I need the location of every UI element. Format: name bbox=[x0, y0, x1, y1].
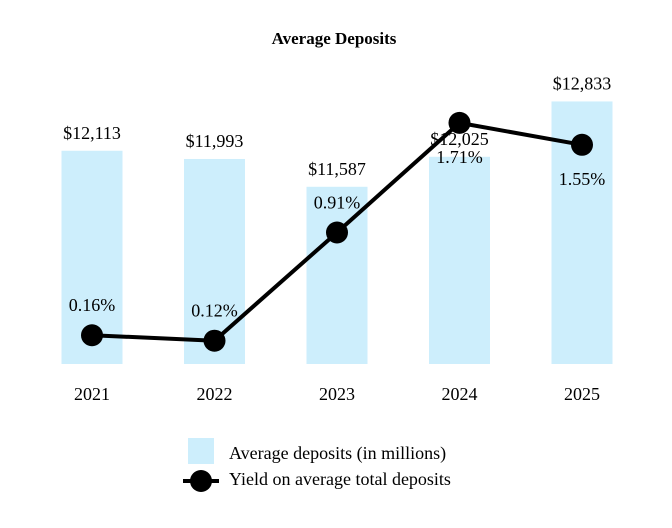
x-tick-2022: 2022 bbox=[197, 384, 233, 404]
yield-point-2022 bbox=[203, 329, 226, 352]
bar-value-label-2025: $12,833 bbox=[553, 73, 612, 93]
x-tick-2024: 2024 bbox=[442, 384, 478, 404]
x-tick-2021: 2021 bbox=[74, 384, 110, 404]
x-tick-2023: 2023 bbox=[319, 384, 355, 404]
bar-value-label-2021: $12,113 bbox=[63, 123, 121, 143]
bar-2024 bbox=[429, 156, 490, 364]
yield-point-2021 bbox=[81, 324, 103, 347]
legend-line-label: Yield on average total deposits bbox=[229, 469, 451, 489]
bar-value-label-2023: $11,587 bbox=[308, 159, 366, 179]
yield-label-2021: 0.16% bbox=[69, 295, 116, 315]
yield-point-2025 bbox=[571, 133, 593, 156]
chart-title: Average Deposits bbox=[272, 29, 397, 48]
yield-point-2023 bbox=[326, 221, 348, 244]
legend: Average deposits (in millions) Yield on … bbox=[183, 438, 451, 492]
x-tick-2025: 2025 bbox=[564, 384, 600, 404]
yield-label-2025: 1.55% bbox=[559, 169, 606, 189]
yield-line-layer bbox=[81, 111, 593, 352]
yield-label-2022: 0.12% bbox=[191, 301, 238, 321]
yield-point-2024 bbox=[448, 111, 471, 134]
labels-layer: $12,113 $11,993 $11,587 $12,025 $12,833 0.16%… bbox=[63, 73, 611, 320]
bar-value-label-2022: $11,993 bbox=[186, 131, 244, 151]
x-axis-ticks: 2021 2022 2023 2024 2025 bbox=[74, 384, 600, 404]
bars-layer bbox=[61, 101, 613, 364]
legend-bar-label: Average deposits (in millions) bbox=[229, 443, 446, 464]
legend-bar-swatch bbox=[188, 438, 214, 464]
bar-value-label-2024: $12,025 bbox=[430, 129, 489, 149]
legend-line-marker bbox=[190, 470, 212, 492]
yield-label-2023: 0.91% bbox=[314, 192, 361, 212]
yield-label-2024: 1.71% bbox=[436, 147, 483, 167]
